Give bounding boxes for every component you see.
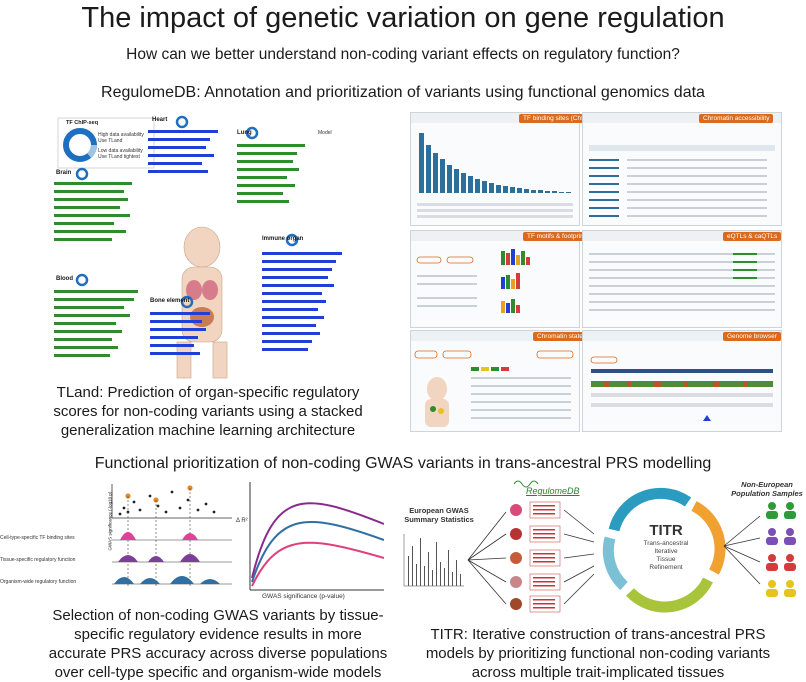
tland-legend-high: High data availability Use TLand — [98, 132, 144, 144]
panel-eqtls: eQTLs & caQTLs — [582, 230, 782, 328]
page-subtitle: How can we better understand non-coding … — [126, 46, 680, 63]
organ-label-brain: Brain — [56, 170, 72, 176]
curve-organism — [251, 541, 385, 587]
bone-bars — [150, 312, 210, 355]
page-title: The impact of genetic variation on gene … — [81, 2, 725, 34]
titr-line-3: Tissue — [656, 556, 676, 563]
non-european-label: Non-European Population Samples — [731, 480, 803, 498]
tag-chromatin-access: Chromatin accessibility — [699, 114, 774, 123]
organ-label-bone: Bone element — [150, 298, 190, 304]
tag-chromatin-states: Chromatin states — [533, 332, 591, 341]
tland-model-label: Model — [318, 130, 332, 136]
tag-genome-browser: Genome browser — [723, 332, 781, 341]
european-gwas-label: European GWAS Summary Statistics — [404, 506, 474, 524]
organ-label-lung: Lung — [237, 130, 252, 136]
curve-tissue — [251, 502, 385, 579]
organ-label-immune: Immune organ — [262, 236, 304, 242]
delta-r2-curves: Δ R² GWAS significance (p-value) — [234, 478, 385, 608]
tland-figure: TF ChIP-seq High data availability Use T… — [52, 112, 352, 380]
curve-ylabel: Δ R² — [236, 518, 248, 524]
tland-caption: TLand: Prediction of organ-specific regu… — [53, 384, 363, 439]
curve-xlabel: GWAS significance (p-value) — [262, 593, 345, 600]
titr-line-2: Iterative — [654, 548, 678, 555]
left-caption: Selection of non-coding GWAS variants by… — [48, 607, 388, 681]
track-label-cell-type: Cell-type-specific TF binding sites — [0, 535, 75, 541]
panel-chromatin-states: Chromatin states — [410, 330, 591, 432]
tag-tf-motifs: TF motifs & footprints — [523, 232, 593, 241]
curve-cell-type — [251, 521, 385, 583]
panel-chromatin-access: Chromatin accessibility — [582, 112, 782, 226]
panel-tf-motifs: TF motifs & footprints — [410, 230, 593, 328]
regulomedb-brand: RegulomeDB — [526, 486, 580, 496]
titr-line-1: Trans-ancestral — [643, 540, 689, 547]
tland-legend-low: Low data availability Use TLand tightest — [98, 148, 143, 160]
organ-label-heart: Heart — [152, 117, 168, 123]
titr-workflow: RegulomeDB European GWAS Summary Statist… — [398, 476, 806, 616]
track-label-tissue: Tissue-specific regulatory function — [0, 557, 76, 563]
regulome-section-heading: RegulomeDB: Annotation and prioritizatio… — [101, 84, 705, 101]
heart-bars — [148, 130, 218, 173]
panel-genome-browser: Genome browser — [582, 330, 782, 432]
tland-legend-title: TF ChIP-seq — [66, 120, 99, 126]
track-label-organism: Organism-wide regulatory function — [0, 579, 77, 585]
tland-figure-svg — [54, 115, 342, 379]
regulome-screenshots: TF binding sites (ChIP-seq) Chromatin ac… — [410, 112, 782, 432]
organ-label-blood: Blood — [56, 276, 73, 282]
right-caption: TITR: Iterative construction of trans-an… — [425, 626, 771, 681]
brain-bars — [54, 182, 132, 241]
gwas-tracks-figure: GWAS significance (-log10 p) Cell-type-s… — [0, 478, 232, 598]
tag-eqtls: eQTLs & caQTLs — [723, 232, 782, 241]
blood-bars — [54, 290, 138, 357]
lung-bars — [237, 144, 305, 203]
tag-tf-binding: TF binding sites (ChIP-seq) — [519, 114, 607, 123]
population-people — [766, 502, 796, 597]
immune-bars — [262, 252, 342, 351]
titr-line-4: Refinement — [649, 564, 683, 571]
prs-section-heading: Functional prioritization of non-coding … — [94, 455, 712, 472]
titr-title: TITR — [649, 522, 683, 539]
panel-tf-binding: TF binding sites (ChIP-seq) — [410, 112, 607, 226]
